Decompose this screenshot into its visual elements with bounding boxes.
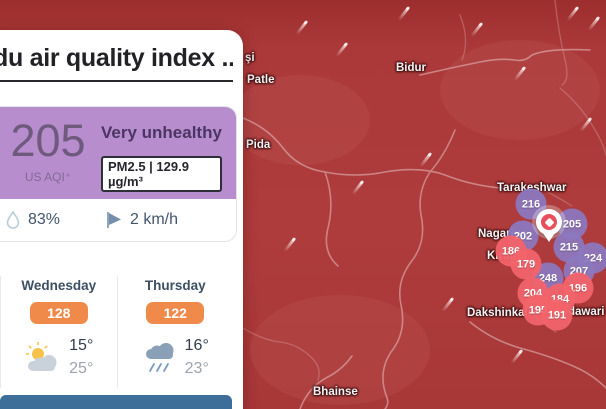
day-name: Thursday bbox=[144, 278, 206, 293]
map-place-label: Bhainse bbox=[313, 386, 358, 398]
day-name: Wednesday bbox=[21, 278, 97, 293]
forecast-row: Wednesday 128 bbox=[0, 276, 233, 388]
map-place-label: Patle bbox=[247, 74, 275, 86]
aqi-marker[interactable]: 191 bbox=[541, 299, 573, 331]
partly-sunny-icon bbox=[26, 342, 57, 372]
low-temp: 25° bbox=[69, 360, 94, 378]
air-quality-panel: du air quality index ... 45, March 10 Lo… bbox=[0, 30, 243, 409]
forecast-day-wednesday: Wednesday 128 bbox=[0, 276, 117, 388]
wind-value: 2 km/h bbox=[130, 211, 179, 228]
map-place-label: Tarakeshwar bbox=[497, 182, 566, 194]
map-place-label: Bidur bbox=[396, 62, 427, 74]
day-aqi-badge: 128 bbox=[29, 302, 88, 324]
map-place-label: şi bbox=[245, 52, 255, 64]
map-place-label: Dakshinkali bbox=[467, 307, 531, 319]
wind-stat: 2 km/h bbox=[105, 211, 178, 229]
humidity-value: 83% bbox=[28, 211, 61, 228]
high-temp: 16° bbox=[184, 337, 209, 354]
low-temp: 23° bbox=[184, 360, 209, 378]
rain-icon bbox=[145, 343, 174, 373]
aqi-value: 205 bbox=[10, 115, 86, 166]
weather-stats-row: 83% 2 km/h bbox=[0, 199, 236, 241]
pm25-concentration-badge: PM2.5 | 129.9 µg/m³ bbox=[101, 156, 222, 192]
aqi-category-label: Very unhealthy bbox=[101, 123, 222, 142]
wind-direction-icon bbox=[107, 212, 121, 228]
selected-station-pin[interactable] bbox=[536, 209, 562, 242]
droplet-icon bbox=[6, 210, 20, 229]
aqi-scale-label: US AQI⁺ bbox=[24, 170, 72, 184]
high-temp: 15° bbox=[69, 337, 94, 354]
aqi-marker[interactable]: 195 bbox=[522, 294, 554, 326]
map-place-label: Pida bbox=[246, 139, 271, 151]
aqi-category-column: Very unhealthy PM2.5 | 129.9 µg/m³ bbox=[101, 115, 222, 199]
page-title: du air quality index ... bbox=[0, 44, 233, 82]
cta-button[interactable] bbox=[0, 395, 232, 409]
aqi-header: 205 US AQI⁺ Very unhealthy PM2.5 | 129.9… bbox=[0, 107, 236, 199]
aqi-summary-card: 205 US AQI⁺ Very unhealthy PM2.5 | 129.9… bbox=[0, 106, 237, 242]
day-aqi-badge: 122 bbox=[146, 302, 205, 324]
forecast-day-thursday: Thursday 122 bbox=[116, 276, 234, 388]
aqi-marker[interactable]: 179 bbox=[510, 248, 542, 280]
aqi-value-column: 205 US AQI⁺ bbox=[0, 115, 101, 199]
humidity-stat: 83% bbox=[5, 210, 105, 230]
